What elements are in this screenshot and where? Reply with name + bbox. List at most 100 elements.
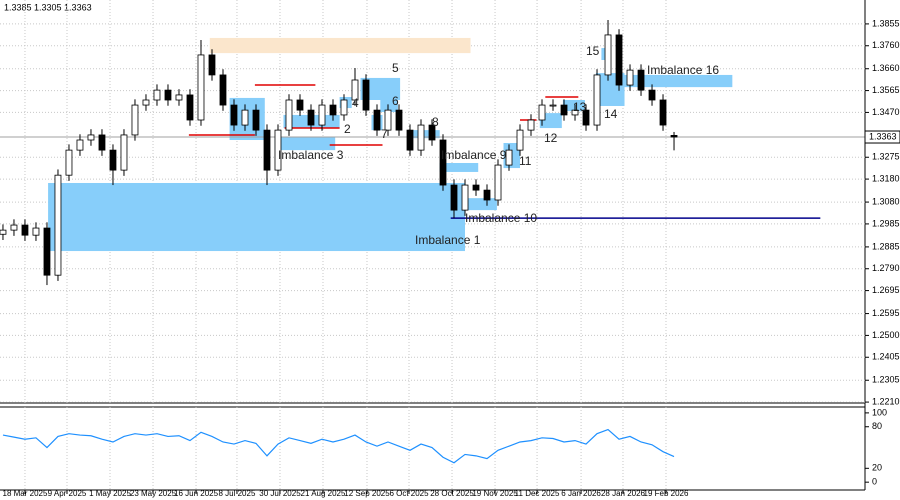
zone-label: 13: [573, 100, 587, 114]
x-tick-label: 30 Jul 2025: [259, 489, 301, 498]
ohlc-header: 1.3385 1.3305 1.3363: [4, 2, 92, 12]
candle-body: [109, 149, 117, 171]
candle-body: [505, 149, 513, 166]
y-tick-label: 100: [872, 407, 887, 417]
x-tick-label: 9 Apr 2025: [48, 489, 87, 498]
candle-body: [274, 129, 282, 171]
candle-body: [538, 104, 546, 121]
candle-body: [670, 135, 678, 138]
y-tick-label: 1.2985: [872, 218, 900, 228]
zone-label: 15: [586, 44, 600, 58]
zone: [380, 100, 398, 112]
candle-body: [0, 229, 7, 235]
zone: [562, 100, 585, 112]
y-tick-label: 1.2500: [872, 330, 900, 340]
zone: [274, 137, 336, 151]
x-tick-label: 19 Nov 2025: [472, 489, 518, 498]
candle-body: [406, 129, 414, 151]
y-tick-label: 1.3760: [872, 40, 900, 50]
y-tick-label: 1.2790: [872, 263, 900, 273]
candle-body: [175, 94, 183, 101]
x-tick-label: 23 May 2025: [130, 489, 177, 498]
candle-body: [142, 99, 150, 106]
candle-body: [197, 54, 205, 121]
zone-label: 12: [544, 131, 558, 145]
candle-body: [65, 149, 73, 176]
candle-body: [417, 124, 425, 151]
zone: [624, 74, 733, 88]
y-tick-label: 1.3180: [872, 173, 900, 183]
y-tick-label: 1.2695: [872, 285, 900, 295]
candle-body: [362, 79, 370, 111]
candle-body: [637, 69, 645, 91]
zone-label: Imbalance 9: [441, 148, 507, 162]
candle-body: [483, 189, 491, 201]
candle-body: [329, 104, 337, 116]
candle-body: [428, 124, 436, 141]
zone-label: Imbalance 3: [278, 148, 344, 162]
candle-body: [450, 184, 458, 211]
zone-label: 5: [392, 61, 399, 75]
zone: [209, 37, 471, 54]
y-tick-label: 1.2405: [872, 352, 900, 362]
candle-body: [87, 134, 95, 141]
candle-body: [54, 174, 62, 276]
x-tick-label: 18 Mar 2025: [3, 489, 48, 498]
candle-body: [241, 109, 249, 126]
x-tick-label: 21 Aug 2025: [301, 489, 346, 498]
candle-body: [285, 99, 293, 131]
last-price-label: 1.3363: [869, 131, 897, 141]
y-tick-label: 1.3275: [872, 152, 900, 162]
y-tick-label: 1.2595: [872, 308, 900, 318]
candle-body: [648, 89, 656, 101]
candle-body: [32, 227, 40, 236]
x-tick-label: 16 Jun 2025: [174, 489, 219, 498]
zone: [48, 182, 466, 252]
y-tick-label: 1.2305: [872, 375, 900, 385]
candle-body: [439, 139, 447, 186]
candle-body: [593, 74, 601, 126]
y-tick-label: 1.3470: [872, 107, 900, 117]
x-tick-label: 28 Jan 2026: [601, 489, 646, 498]
y-tick-label: 1.3565: [872, 85, 900, 95]
y-tick-label: 1.3855: [872, 18, 900, 28]
y-tick-label: 1.2885: [872, 241, 900, 251]
zone-label: Imbalance 10: [465, 211, 537, 225]
zone-label: 7: [381, 127, 388, 141]
candle-body: [10, 224, 18, 231]
zone-label: 11: [519, 154, 532, 168]
x-tick-label: 1 May 2025: [89, 489, 131, 498]
zone-label: Imbalance 1: [415, 233, 481, 247]
zone: [439, 162, 479, 172]
x-tick-label: 8 Jul 2025: [218, 489, 255, 498]
last-price-box: [864, 130, 900, 144]
y-tick-label: 1.2210: [872, 396, 900, 406]
candle-body: [472, 184, 480, 191]
candle-body: [318, 104, 326, 126]
x-tick-label: 11 Dec 2025: [515, 489, 560, 498]
y-tick-label: 80: [872, 421, 882, 431]
candle-body: [98, 134, 106, 151]
y-tick-label: 1.3660: [872, 63, 900, 73]
candle-body: [461, 184, 469, 211]
candle-body: [549, 104, 557, 107]
candle-body: [76, 139, 84, 151]
zone: [462, 198, 497, 211]
candle-body: [527, 119, 535, 131]
candle-body: [131, 104, 139, 136]
x-tick-label: 6 Jan 2026: [561, 489, 601, 498]
candle-body: [263, 129, 271, 171]
x-tick-label: 12 Sep 2025: [344, 489, 390, 498]
zone: [360, 77, 401, 101]
indicator-line: [2, 428, 675, 464]
candle-body: [571, 109, 579, 116]
y-tick-label: 0: [872, 477, 877, 487]
candle-body: [626, 69, 634, 86]
zone-label: Imbalance 16: [647, 63, 719, 77]
candle-body: [252, 109, 260, 131]
candle-body: [494, 164, 502, 201]
y-tick-label: 20: [872, 463, 882, 473]
candle-body: [395, 109, 403, 131]
candle-body: [373, 109, 381, 131]
